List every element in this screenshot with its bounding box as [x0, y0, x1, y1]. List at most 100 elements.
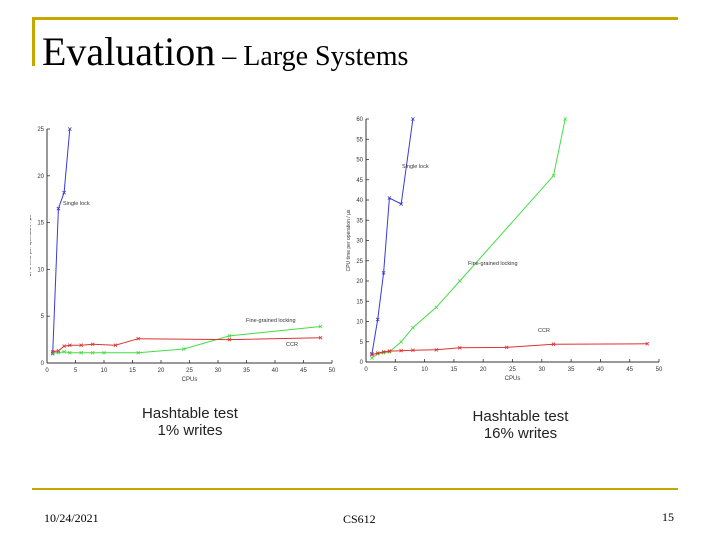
data-point-ccr — [90, 342, 95, 347]
y-tick-label: 10 — [356, 320, 363, 326]
data-point-fine-grained-locking — [90, 350, 95, 355]
series-line-single-lock — [52, 128, 71, 354]
data-point-ccr — [62, 344, 66, 349]
chart-hashtable-1pct-writes: 0 5 10 15 20 25 30 35 40 45 50 0 5 10 15 20 25 CPUs CPU ti… — [30, 127, 336, 383]
data-point-fine-grained-locking — [62, 349, 66, 354]
caption-left: Hashtable test 1% writes — [120, 405, 260, 439]
y-tick-label: 0 — [41, 361, 45, 367]
y-tick-label: 25 — [37, 127, 44, 133]
caption-left-line2: 1% writes — [157, 422, 223, 439]
data-point-ccr — [50, 349, 55, 354]
series-ccr — [50, 335, 323, 354]
data-point-ccr — [645, 341, 650, 346]
x-tick-label: 50 — [329, 368, 336, 374]
data-point-fine-grained-locking — [399, 339, 404, 344]
data-point-fine-grained-locking — [181, 347, 186, 351]
footer-course: CS612 — [343, 512, 376, 526]
y-axis-label: CPU time per operation / µs — [30, 215, 33, 277]
x-tick-label: 5 — [74, 368, 78, 374]
x-tick-label: 30 — [538, 367, 545, 373]
data-point-ccr — [227, 337, 232, 342]
slide-title-rest: – Large Systems — [215, 41, 409, 72]
series-label-single-lock: Single lock — [63, 201, 90, 207]
series-line-ccr — [52, 337, 321, 353]
data-point-single-lock — [375, 317, 380, 322]
data-point-fine-grained-locking — [227, 333, 232, 338]
y-tick-label: 45 — [356, 178, 363, 184]
y-axis-label: CPU time per operation / µs — [346, 209, 352, 271]
data-point-fine-grained-locking — [434, 305, 439, 310]
data-point-ccr — [369, 352, 374, 357]
data-point-ccr — [67, 343, 72, 348]
data-point-fine-grained-locking — [551, 173, 556, 178]
caption-right-line2: 16% writes — [483, 425, 558, 442]
data-point-single-lock — [62, 190, 66, 195]
x-tick-label: 35 — [568, 367, 575, 373]
series-line-fine-grained-locking — [371, 118, 566, 359]
series-ccr — [369, 341, 650, 357]
x-tick-label: 25 — [186, 368, 193, 374]
caption-left-line1: Hashtable test — [142, 405, 238, 422]
data-point-fine-grained-locking — [136, 350, 141, 355]
x-tick-label: 45 — [300, 368, 307, 374]
x-tick-label: 5 — [394, 367, 398, 373]
data-point-ccr — [136, 336, 141, 341]
y-tick-label: 15 — [356, 299, 363, 305]
y-tick-label: 50 — [356, 158, 363, 164]
title-frame-left-rule — [32, 17, 35, 66]
chart-hashtable-16pct-writes: 0 5 10 15 20 25 30 35 40 45 50 0 5 10 15 20 25 30 35 40 45 50… — [346, 117, 663, 382]
data-point-fine-grained-locking — [67, 350, 72, 355]
data-point-fine-grained-locking — [369, 356, 374, 360]
x-axis-label: CPUs — [505, 376, 521, 382]
data-point-single-lock — [56, 206, 61, 211]
data-point-ccr — [56, 348, 61, 353]
y-tick-label: 20 — [356, 279, 363, 285]
data-point-ccr — [79, 343, 84, 348]
data-point-ccr — [434, 347, 439, 352]
series-line-ccr — [371, 343, 648, 356]
x-tick-label: 30 — [215, 368, 222, 374]
data-point-fine-grained-locking — [410, 325, 415, 330]
data-point-ccr — [387, 349, 392, 353]
series-label-ccr: CCR — [538, 328, 550, 334]
data-point-fine-grained-locking — [318, 324, 323, 329]
data-point-ccr — [410, 348, 415, 353]
y-tick-label: 5 — [360, 340, 364, 346]
x-tick-label: 0 — [45, 368, 49, 374]
data-point-ccr — [113, 343, 118, 348]
data-point-single-lock — [369, 352, 374, 356]
y-tick-label: 55 — [356, 137, 363, 143]
x-tick-label: 25 — [509, 367, 516, 373]
title-frame-top-rule — [32, 17, 678, 20]
data-point-fine-grained-locking — [79, 350, 84, 355]
x-tick-label: 50 — [656, 367, 663, 373]
x-tick-label: 35 — [243, 368, 250, 374]
footer-rule — [32, 488, 678, 490]
footer-date: 10/24/2021 — [44, 511, 99, 525]
data-point-ccr — [504, 345, 509, 350]
footer-page-number: 15 — [662, 510, 674, 524]
x-tick-label: 10 — [421, 367, 428, 373]
series-fine-grained-locking — [369, 117, 568, 360]
data-point-fine-grained-locking — [102, 350, 106, 355]
x-axis-label: CPUs — [182, 377, 198, 383]
x-tick-label: 40 — [272, 368, 279, 374]
x-tick-label: 20 — [480, 367, 487, 373]
y-tick-label: 35 — [356, 218, 363, 224]
series-fine-grained-locking — [50, 324, 323, 355]
y-tick-label: 10 — [37, 267, 44, 273]
y-tick-label: 15 — [37, 221, 44, 227]
series-label-fine-grained-locking: Fine-grained locking — [246, 318, 296, 324]
data-point-ccr — [381, 349, 386, 354]
y-tick-label: 5 — [41, 314, 45, 320]
data-point-ccr — [551, 342, 556, 347]
data-point-fine-grained-locking — [563, 117, 568, 121]
caption-right-line1: Hashtable test — [472, 408, 569, 425]
series-single-lock — [50, 127, 72, 356]
x-tick-label: 15 — [129, 368, 136, 374]
y-tick-label: 25 — [356, 259, 363, 265]
x-tick-label: 10 — [101, 368, 108, 374]
y-tick-label: 20 — [37, 174, 44, 180]
data-point-ccr — [457, 345, 462, 350]
caption-right: Hashtable test 16% writes — [448, 408, 593, 442]
